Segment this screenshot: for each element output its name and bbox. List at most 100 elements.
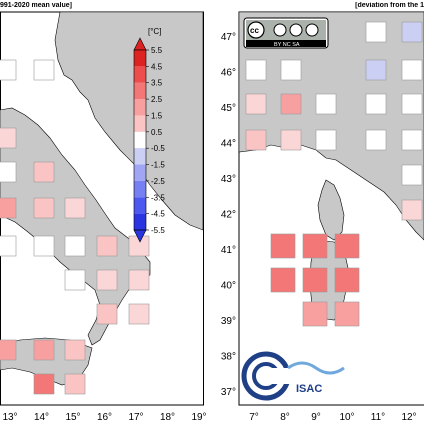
colorbar-segment bbox=[134, 99, 146, 116]
right-cell bbox=[280, 93, 302, 115]
right-cell bbox=[365, 21, 387, 43]
cnr-isac-logo: ISAC bbox=[241, 351, 345, 401]
right-cell bbox=[280, 59, 302, 81]
left-cell bbox=[0, 59, 17, 81]
colorbar-tick-label: 3.5 bbox=[151, 79, 163, 88]
colorbar-segment bbox=[134, 148, 146, 165]
right-cell bbox=[302, 267, 328, 293]
right-cell bbox=[401, 93, 423, 115]
y-tick-label: 38° bbox=[221, 352, 236, 363]
cc-icon bbox=[247, 21, 265, 39]
left-cell bbox=[33, 373, 55, 395]
x-tick-label: 17° bbox=[128, 412, 143, 423]
left-map-panel: 991-2020 mean value] bbox=[0, 2, 207, 423]
y-tick-label: 41° bbox=[221, 245, 236, 256]
colorbar-outline bbox=[133, 49, 147, 231]
y-tick-label: 44° bbox=[221, 139, 236, 150]
right-map: cc BY NC SA ISAC 47° 46° 45° 44° 43° 42° 41° 40… bbox=[221, 11, 424, 423]
cc-license-badge: cc BY NC SA bbox=[243, 17, 329, 49]
x-tick-label: 11° bbox=[371, 412, 385, 423]
right-cell bbox=[302, 301, 328, 327]
right-cell bbox=[401, 129, 423, 151]
x-tick-label: 7° bbox=[249, 412, 259, 423]
colorbar-unit: [°C] bbox=[148, 27, 161, 36]
colorbar-tick-label: -2.5 bbox=[151, 177, 165, 186]
x-tick-label: 12° bbox=[401, 412, 416, 423]
left-cell bbox=[0, 161, 17, 183]
left-cell bbox=[64, 197, 86, 219]
left-cell bbox=[96, 235, 118, 257]
colorbar-tick-label: 4.5 bbox=[151, 62, 163, 71]
left-cell bbox=[64, 373, 86, 395]
right-cell bbox=[401, 164, 423, 186]
right-cell bbox=[334, 233, 360, 259]
y-tick-label: 47° bbox=[221, 32, 236, 43]
x-tick-label: 19° bbox=[191, 412, 206, 423]
right-cell bbox=[270, 267, 296, 293]
cc-badge-label: BY NC SA bbox=[274, 42, 300, 48]
right-cell bbox=[401, 199, 423, 221]
x-tick-label: 18° bbox=[160, 412, 175, 423]
left-cell bbox=[33, 59, 55, 81]
x-tick-label: 13° bbox=[2, 412, 17, 423]
colorbar-segment bbox=[134, 50, 146, 67]
left-cell bbox=[128, 269, 150, 291]
colorbar-segment bbox=[134, 213, 146, 230]
left-cell bbox=[96, 303, 118, 325]
logo-cut bbox=[266, 368, 292, 384]
right-cell bbox=[334, 267, 360, 293]
left-cell bbox=[33, 161, 55, 183]
right-cell bbox=[302, 233, 328, 259]
left-cell bbox=[0, 127, 17, 149]
right-cell bbox=[401, 21, 423, 43]
y-tick-label: 45° bbox=[221, 103, 236, 114]
y-tick-label: 40° bbox=[221, 281, 236, 292]
logo-text: ISAC bbox=[296, 383, 322, 395]
colorbar-segment bbox=[134, 66, 146, 83]
colorbar-tick-label: -1.5 bbox=[151, 161, 165, 170]
left-land-balkans bbox=[54, 11, 204, 231]
colorbar-tick-label: 0.5 bbox=[151, 128, 163, 137]
right-cell bbox=[365, 59, 387, 81]
left-cell bbox=[0, 339, 17, 361]
y-tick-label: 46° bbox=[221, 68, 236, 79]
right-cell bbox=[270, 233, 296, 259]
sa-icon bbox=[305, 23, 319, 37]
left-panel-header: 991-2020 mean value] bbox=[0, 2, 72, 9]
y-tick-label: 42° bbox=[221, 210, 236, 221]
colorbar-tick-label: 2.5 bbox=[151, 95, 163, 104]
colorbar-tick-label: -3.5 bbox=[151, 193, 165, 202]
right-cell bbox=[245, 129, 267, 151]
left-cell bbox=[128, 303, 150, 325]
left-cell bbox=[96, 269, 118, 291]
colorbar-segment bbox=[134, 131, 146, 149]
cc-badge-bottom bbox=[246, 40, 326, 47]
left-map: [°C] 5.5 4.5 3.5 2.5 1.5 0.5 -0.5 -1.5 -2.5 -3.5 -… bbox=[0, 11, 207, 423]
y-tick-label: 37° bbox=[221, 387, 236, 398]
colorbar-tick-label: -0.5 bbox=[151, 144, 165, 153]
right-cell bbox=[401, 59, 423, 81]
right-cell bbox=[365, 129, 387, 151]
right-map-panel: [deviation from the 1 bbox=[216, 0, 424, 424]
right-panel-header: [deviation from the 1 bbox=[355, 2, 424, 9]
logo-wave-icon bbox=[287, 361, 345, 375]
left-cell bbox=[0, 235, 17, 257]
right-cell bbox=[365, 93, 387, 115]
left-cell bbox=[64, 339, 86, 361]
colorbar-tick-label: 1.5 bbox=[151, 111, 163, 120]
colorbar-tick-label: -4.5 bbox=[151, 210, 165, 219]
right-cell bbox=[315, 129, 337, 151]
left-cell bbox=[33, 235, 55, 257]
nc-icon bbox=[289, 23, 303, 37]
colorbar-tick-label: -5.5 bbox=[151, 226, 165, 235]
right-cell bbox=[334, 301, 360, 327]
left-cell bbox=[0, 197, 17, 219]
x-tick-label: 9° bbox=[311, 412, 321, 423]
colorbar-segment bbox=[134, 82, 146, 100]
left-cell bbox=[33, 339, 55, 361]
colorbar-segment bbox=[134, 180, 146, 198]
y-tick-label: 43° bbox=[221, 174, 236, 185]
colorbar-segment bbox=[134, 115, 146, 132]
right-cell bbox=[245, 93, 267, 115]
colorbar-tick-label: 5.5 bbox=[151, 46, 163, 55]
